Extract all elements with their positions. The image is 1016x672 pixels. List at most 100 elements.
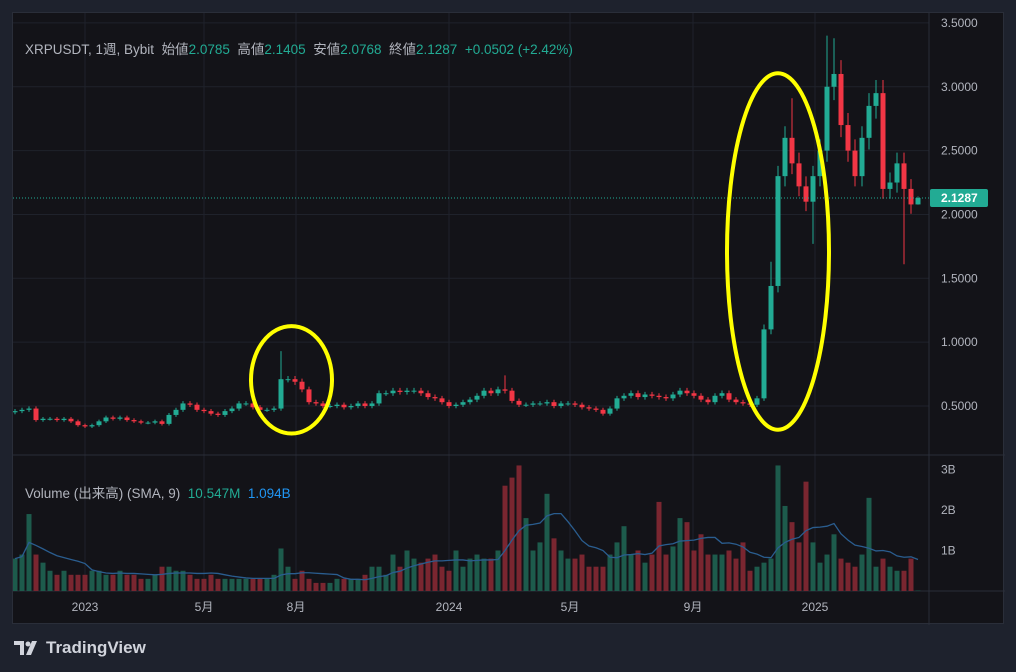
candle-body: [54, 418, 60, 421]
volume-bar: [292, 578, 298, 591]
candle-body: [40, 418, 46, 421]
volume-bar: [327, 582, 333, 591]
candle-body: [817, 150, 823, 177]
volume-bar: [803, 481, 809, 591]
volume-bar: [355, 578, 361, 591]
candle-body: [726, 393, 732, 400]
volume-value: 10.547M: [187, 486, 241, 501]
current-price-tag[interactable]: [930, 189, 988, 208]
candle-body: [635, 393, 641, 398]
volume-tick-label: 3B: [941, 463, 956, 477]
candle-body: [572, 403, 578, 405]
candle-body: [19, 409, 25, 412]
candle-body: [299, 381, 305, 390]
candle-body: [838, 73, 844, 126]
volume-bar: [558, 550, 564, 591]
tradingview-logo[interactable]: TradingView: [14, 638, 146, 658]
volume-bar: [642, 562, 648, 591]
volume-bar: [145, 578, 151, 591]
candlestick-chart[interactable]: 0.5000 1.0000 1.5000 2.0000 2.5000 3.0000 3.50…: [13, 13, 1005, 625]
volume-bar: [593, 566, 599, 591]
candle-body: [607, 408, 613, 414]
candle-body: [649, 394, 655, 396]
volume-bar: [600, 566, 606, 591]
volume-bar: [138, 578, 144, 591]
current-price-tag-label: 2.1287: [941, 191, 978, 205]
candle-body: [397, 390, 403, 392]
volume-bar: [285, 566, 291, 591]
volume-bar: [194, 578, 200, 591]
time-tick-label: 5月: [561, 600, 580, 614]
candle-body: [600, 409, 606, 414]
candle-body: [124, 417, 130, 421]
volume-bar: [222, 578, 228, 591]
candle-body: [684, 390, 690, 394]
candle-body: [663, 397, 669, 399]
volume-bar: [397, 566, 403, 591]
candle-body: [719, 393, 725, 396]
volume-title[interactable]: Volume (出来高) (SMA, 9): [25, 486, 181, 501]
candle-body: [474, 395, 480, 400]
volume-bar: [82, 574, 88, 591]
volume-bar: [474, 554, 480, 591]
candle-body: [754, 398, 760, 405]
time-tick-label: 5月: [195, 600, 214, 614]
volume-bar: [782, 505, 788, 591]
volume-bar: [54, 574, 60, 591]
candle-body: [887, 182, 893, 189]
symbol-label[interactable]: XRPUSDT, 1週, Bybit: [25, 42, 155, 57]
candle-body: [705, 399, 711, 403]
candle-body: [621, 395, 627, 399]
volume-bar: [383, 574, 389, 591]
candle-body: [782, 137, 788, 177]
volume-bar: [481, 558, 487, 591]
volume-tick-label: 2B: [941, 503, 956, 517]
volume-bar: [565, 558, 571, 591]
candle-body: [362, 403, 368, 406]
price-tick-label: 2.0000: [941, 207, 978, 221]
candle-body: [341, 404, 347, 408]
candle-body: [558, 403, 564, 406]
candle-body: [187, 403, 193, 405]
volume-bar: [208, 574, 214, 591]
price-tick-label: 1.5000: [941, 271, 978, 285]
candle-body: [145, 422, 151, 424]
candle-body: [404, 390, 410, 392]
volume-bar: [61, 570, 67, 591]
candle-body: [733, 399, 739, 403]
candle-body: [257, 407, 263, 410]
candle-body: [894, 163, 900, 183]
candle-body: [551, 402, 557, 406]
candle-body: [859, 137, 865, 177]
volume-bar: [544, 493, 550, 591]
volume-bar: [845, 562, 851, 591]
brand-name: TradingView: [46, 638, 146, 657]
candle-body: [201, 409, 207, 412]
candle-body: [103, 417, 109, 422]
annotation-ellipse: [249, 324, 334, 436]
volume-bar: [866, 497, 872, 591]
candle-body: [901, 163, 907, 189]
candle-body: [33, 408, 39, 421]
time-tick-label: 9月: [684, 600, 703, 614]
candle-body: [327, 406, 333, 407]
price-tick-label: 2.5000: [941, 144, 978, 158]
candle-body: [173, 409, 179, 415]
annotation-ellipse: [725, 71, 831, 432]
candle-body: [89, 425, 95, 427]
candle-body: [670, 394, 676, 399]
volume-bar: [362, 574, 368, 591]
symbol-legend: XRPUSDT, 1週, Bybit 始値2.0785 高値2.1405 安値2…: [25, 38, 573, 58]
volume-bar: [215, 578, 221, 591]
candle-body: [824, 86, 830, 151]
volume-bar: [33, 554, 39, 591]
candle-body: [313, 402, 319, 404]
candle-body: [565, 403, 571, 405]
volume-bar: [446, 570, 452, 591]
volume-bar: [740, 542, 746, 591]
candle-body: [215, 413, 221, 415]
price-tick-label: 1.0000: [941, 335, 978, 349]
candle-body: [264, 409, 270, 411]
volume-bar: [488, 558, 494, 591]
volume-bar: [908, 558, 914, 591]
